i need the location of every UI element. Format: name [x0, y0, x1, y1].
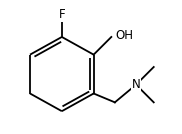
- Text: F: F: [59, 8, 65, 21]
- Text: N: N: [132, 78, 141, 91]
- Text: OH: OH: [116, 29, 134, 42]
